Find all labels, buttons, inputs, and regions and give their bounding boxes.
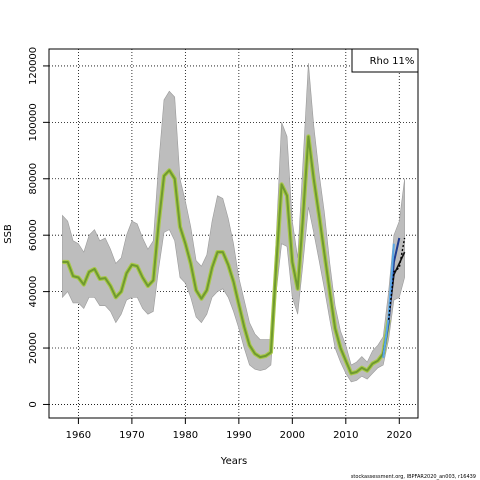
retro-bundle-line	[62, 135, 390, 375]
ci-band-layer	[62, 63, 405, 383]
x-axis: 1960 1970 1980 1990 2000 2010 2020	[66, 418, 412, 441]
confidence-band	[62, 63, 405, 383]
x-tick-label: 1960	[66, 430, 91, 441]
series-layer	[62, 134, 406, 376]
peel-line-lightblue	[382, 243, 395, 359]
legend-box	[351, 48, 419, 73]
y-tick-label: 0	[28, 401, 39, 407]
y-axis: 0 20000 40000 60000 80000 100000 120000	[28, 47, 49, 408]
x-tick-label: 1980	[173, 430, 198, 441]
x-tick-label: 1990	[226, 430, 251, 441]
x-tick-label: 1970	[119, 430, 144, 441]
x-tick-label: 2000	[280, 430, 305, 441]
legend: Rho 11%	[351, 48, 419, 73]
x-tick-label: 2020	[387, 430, 412, 441]
y-tick-label: 100000	[28, 103, 39, 141]
footer-credit: stockassessment.org, IBPFAR2020_an003, r…	[351, 474, 476, 480]
y-tick-label: 20000	[28, 332, 39, 364]
legend-label: Rho 11%	[370, 56, 415, 67]
x-axis-title: Years	[220, 456, 247, 467]
y-axis-title: SSB	[3, 224, 14, 244]
plot-frame	[48, 48, 419, 419]
forecast-dashed-line	[387, 237, 406, 320]
y-tick-label: 40000	[28, 276, 39, 308]
y-tick-label: 80000	[28, 163, 39, 195]
y-tick-label: 120000	[28, 47, 39, 85]
y-tick-label: 60000	[28, 219, 39, 251]
x-tick-label: 2010	[333, 430, 358, 441]
